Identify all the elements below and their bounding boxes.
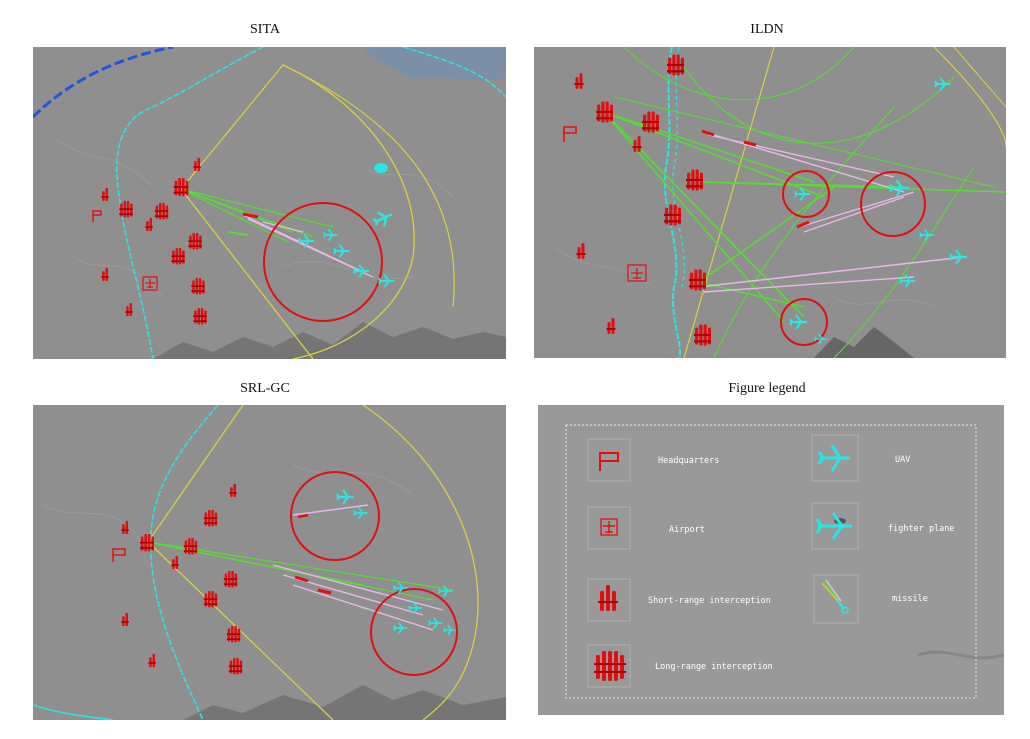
short-range-interception-icon xyxy=(598,585,618,611)
ildn-map-panel xyxy=(534,47,1006,358)
airport-icon xyxy=(142,276,158,291)
long-range-interception-icon xyxy=(594,651,626,681)
legend-label-long-range: Long-range interception xyxy=(655,662,773,672)
panel-title-srlgc: SRL-GC xyxy=(240,381,290,396)
legend-label-uav: UAV xyxy=(895,455,910,465)
srlgc-map-panel xyxy=(33,405,506,720)
panel-title-legend: Figure legend xyxy=(728,381,806,396)
airport-icon xyxy=(600,518,618,536)
headquarters-flag-icon xyxy=(112,548,126,562)
legend-label-headquarters: Headquarters xyxy=(658,456,719,466)
legend-label-short-range: Short-range interception xyxy=(648,596,771,606)
panel-title-sita: SITA xyxy=(250,22,280,37)
legend-label-airport: Airport xyxy=(669,525,705,535)
uav-icon xyxy=(817,444,850,472)
sita-map-panel xyxy=(33,47,506,359)
legend-label-missile: missile xyxy=(892,594,928,604)
fighter-plane-icon xyxy=(815,512,852,540)
legend-panel: Headquarters Airport Short-range interce… xyxy=(538,405,1004,715)
headquarters-flag-icon xyxy=(563,126,577,142)
panel-title-ildn: ILDN xyxy=(750,22,784,37)
legend-label-fighter-plane: fighter plane xyxy=(888,524,955,534)
headquarters-flag-icon xyxy=(599,452,619,471)
missile-icon xyxy=(821,579,849,614)
airport-icon xyxy=(627,264,647,282)
